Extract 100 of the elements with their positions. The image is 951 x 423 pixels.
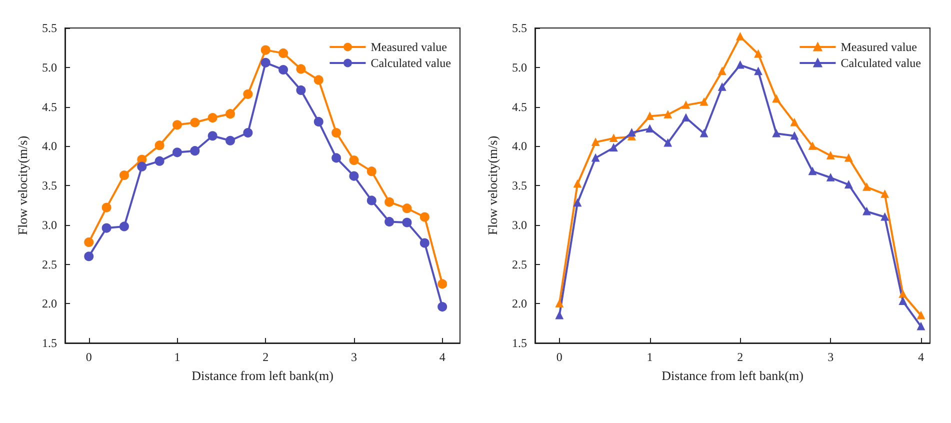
point — [736, 32, 744, 40]
point — [243, 128, 253, 138]
point — [332, 153, 342, 163]
point — [296, 64, 306, 74]
point — [899, 290, 907, 298]
point — [366, 196, 376, 206]
point — [137, 162, 147, 172]
point — [646, 125, 654, 133]
point — [628, 128, 636, 136]
point — [664, 110, 672, 118]
point — [592, 154, 600, 162]
point — [154, 140, 164, 150]
point — [102, 202, 112, 212]
y-tick-label: 4.0 — [512, 139, 527, 154]
point — [790, 118, 798, 126]
point — [296, 85, 306, 95]
x-tick-label: 4 — [439, 350, 446, 364]
point — [102, 223, 112, 233]
point — [556, 300, 564, 308]
x-tick-label: 2 — [737, 350, 744, 364]
legend-label: Measured value — [840, 40, 918, 54]
point — [420, 238, 430, 248]
point — [438, 302, 448, 312]
point — [899, 298, 907, 306]
point — [736, 61, 744, 69]
point — [332, 128, 342, 138]
y-axis-title: Flow velocity(m/s) — [485, 136, 500, 236]
point — [917, 322, 925, 330]
point — [862, 208, 870, 216]
y-tick-label: 2.0 — [512, 296, 527, 311]
point — [664, 139, 672, 147]
point — [420, 212, 430, 222]
point — [349, 171, 359, 181]
y-tick-label: 1.5 — [512, 336, 527, 350]
y-axis-title: Flow velocity(m/s) — [15, 136, 30, 236]
legend-label: Calculated value — [370, 56, 451, 70]
point — [772, 95, 780, 103]
point — [718, 68, 726, 76]
x-tick-label: 3 — [828, 350, 834, 364]
point — [208, 113, 218, 123]
y-tick-label: 2.0 — [42, 296, 57, 311]
y-tick-label: 3.5 — [42, 178, 57, 192]
point — [172, 120, 182, 130]
point — [314, 116, 324, 126]
x-tick-label: 3 — [350, 350, 357, 364]
point — [119, 222, 129, 232]
point — [366, 166, 376, 176]
point — [790, 132, 798, 140]
point — [574, 199, 582, 207]
point — [154, 156, 164, 166]
x-axis-title: Distance from left bank(m) — [192, 368, 334, 383]
point — [278, 64, 288, 74]
x-axis-title: Distance from left bank(m) — [662, 368, 804, 383]
point — [384, 216, 394, 226]
y-tick-label: 4.5 — [512, 100, 527, 114]
point — [808, 168, 816, 176]
point — [592, 138, 600, 146]
point — [84, 237, 94, 247]
point — [402, 218, 412, 228]
x-tick-label: 0 — [556, 350, 562, 364]
point — [772, 130, 780, 138]
x-tick-label: 2 — [262, 350, 269, 364]
y-tick-label: 5.5 — [42, 21, 57, 35]
y-tick-label: 2.5 — [42, 257, 57, 272]
point — [826, 152, 834, 160]
x-tick-label: 0 — [86, 350, 92, 364]
point — [682, 101, 690, 109]
y-tick-label: 3.0 — [512, 218, 527, 232]
point — [574, 180, 582, 188]
point — [844, 180, 852, 188]
point — [402, 204, 412, 214]
point — [826, 174, 834, 182]
point — [754, 50, 762, 58]
point — [556, 312, 564, 320]
point — [438, 279, 448, 289]
point — [226, 136, 235, 146]
x-tick-label: 1 — [174, 350, 180, 364]
point — [844, 154, 852, 162]
y-tick-label: 4.0 — [42, 139, 57, 154]
point — [646, 112, 654, 120]
legend-label: Measured value — [370, 40, 448, 54]
y-tick-label: 5.0 — [42, 60, 57, 74]
point — [190, 146, 200, 156]
point — [881, 213, 889, 221]
point — [384, 197, 394, 207]
point — [808, 142, 816, 150]
y-tick-label: 3.0 — [42, 218, 57, 232]
point — [682, 114, 690, 122]
point — [700, 98, 708, 106]
legend-label: Calculated value — [840, 56, 921, 70]
point — [190, 118, 200, 128]
point — [84, 252, 94, 262]
point — [881, 190, 889, 198]
y-tick-label: 5.0 — [512, 60, 527, 74]
point — [754, 68, 762, 76]
y-tick-label: 3.5 — [512, 178, 527, 192]
y-tick-label: 4.5 — [42, 100, 57, 114]
point — [349, 156, 359, 166]
point — [260, 58, 270, 68]
point — [610, 134, 618, 142]
